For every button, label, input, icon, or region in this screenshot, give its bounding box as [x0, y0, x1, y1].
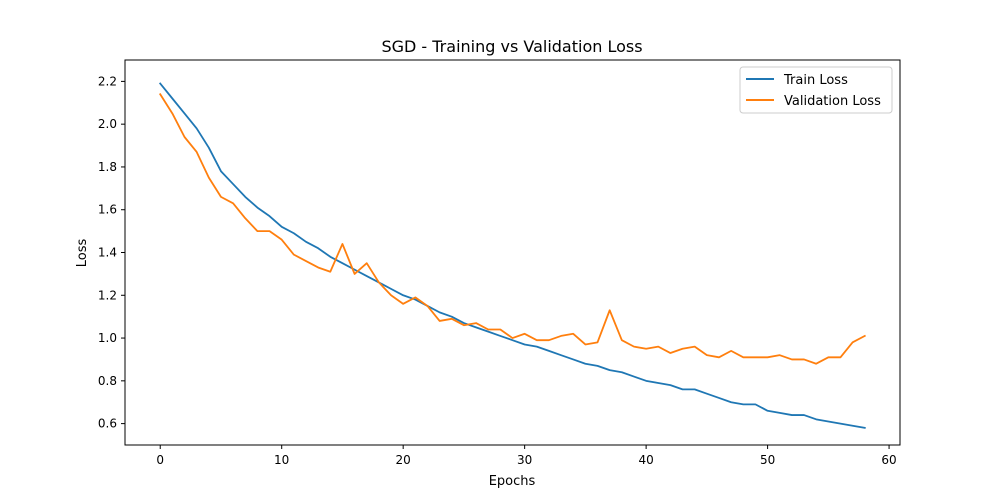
legend: Train Loss Validation Loss [739, 66, 893, 114]
y-axis-ticks: 0.6 0.8 1.0 1.2 1.4 1.6 1.8 2.0 2.2 [98, 74, 125, 431]
legend-box [739, 66, 893, 114]
y-tick-label: 1.4 [98, 246, 117, 260]
y-tick-label: 2.0 [98, 117, 117, 131]
x-tick-label: 10 [274, 453, 289, 467]
legend-label-train-loss: Train Loss [783, 73, 848, 88]
x-tick-label: 50 [760, 453, 775, 467]
series-line-validation-loss [158, 92, 866, 365]
plot-area [158, 82, 866, 429]
y-tick-label: 1.6 [98, 203, 117, 217]
x-axis-label: Epochs [489, 474, 536, 489]
series-line-train-loss [158, 82, 866, 429]
x-axis-ticks: 0 10 20 30 40 50 60 [156, 445, 897, 467]
y-tick-label: 1.8 [98, 160, 117, 174]
x-tick-label: 0 [156, 453, 164, 467]
axes-frame [124, 59, 901, 446]
x-tick-label: 40 [638, 453, 653, 467]
x-tick-label: 20 [396, 453, 411, 467]
y-axis-label: Loss [75, 239, 90, 268]
y-tick-label: 1.0 [98, 331, 117, 345]
y-tick-label: 0.8 [98, 374, 117, 388]
y-tick-label: 1.2 [98, 288, 117, 302]
x-tick-label: 30 [517, 453, 532, 467]
chart-title: SGD - Training vs Validation Loss [381, 37, 642, 56]
y-tick-label: 0.6 [98, 417, 117, 431]
x-tick-label: 60 [881, 453, 896, 467]
y-tick-label: 2.2 [98, 74, 117, 88]
legend-label-validation-loss: Validation Loss [784, 94, 881, 109]
